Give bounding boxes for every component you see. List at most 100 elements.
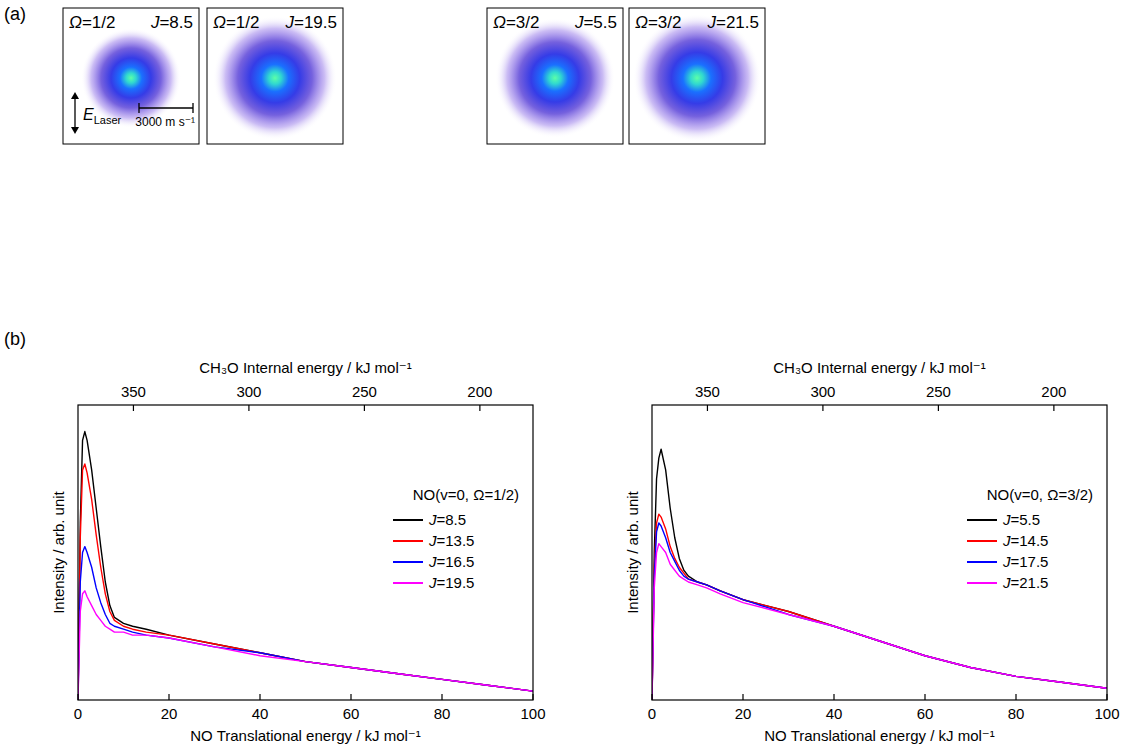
x2-axis-title: CH₃O Internal energy / kJ mol⁻¹ <box>773 359 985 376</box>
image-frame <box>207 8 343 144</box>
series-line <box>78 464 533 700</box>
value-text: =13.5 <box>437 532 475 549</box>
value-text: =21.5 <box>1011 574 1049 591</box>
x-tick-label: 20 <box>161 705 178 722</box>
x-tick <box>350 694 351 700</box>
x-tick <box>77 694 78 700</box>
legend-label: J=21.5 <box>1002 574 1048 591</box>
ion-image: Ω=1/2 J=8.5 ELaser 3000 m s⁻¹ <box>63 8 199 144</box>
x-axis-title: NO Translational energy / kJ mol⁻¹ <box>190 727 421 744</box>
chart: 020406080100NO Translational energy / kJ… <box>624 359 1120 744</box>
x-tick-label: 60 <box>917 705 934 722</box>
omega-label: Ω=3/2 <box>493 13 540 32</box>
legend-title: NO(v=0, Ω=3/2) <box>987 486 1093 503</box>
y-axis-title: Intensity / arb. unit <box>50 490 67 613</box>
legend-label: J=16.5 <box>428 553 474 570</box>
ion-distribution <box>81 28 181 128</box>
series-line <box>78 547 533 700</box>
x2-tick <box>707 405 708 411</box>
image-frame <box>487 8 623 144</box>
scale-bar-label: 3000 m s⁻¹ <box>135 115 195 129</box>
legend-label: J=14.5 <box>1002 532 1048 549</box>
series-line <box>652 449 1107 700</box>
x2-tick-label: 300 <box>810 383 835 400</box>
x2-tick-label: 250 <box>926 383 951 400</box>
j-label: J=21.5 <box>706 13 759 32</box>
series-line <box>652 523 1107 700</box>
value-text: =1/2 <box>226 13 260 32</box>
x-tick-label: 100 <box>1094 705 1119 722</box>
j-label: J=5.5 <box>574 13 617 32</box>
value-text: =3/2 <box>506 13 540 32</box>
value-text: =1/2 <box>82 13 116 32</box>
x-tick-label: 100 <box>520 705 545 722</box>
legend-swatch <box>967 540 997 542</box>
x-tick <box>1015 694 1016 700</box>
x-tick <box>651 694 652 700</box>
x-tick-label: 40 <box>826 705 843 722</box>
value-text: =16.5 <box>437 553 475 570</box>
x-tick <box>924 694 925 700</box>
x2-tick <box>364 405 365 411</box>
x2-tick-label: 200 <box>1041 383 1066 400</box>
x-tick <box>441 694 442 700</box>
omega-label: Ω=1/2 <box>213 13 260 32</box>
value-text: =19.5 <box>437 574 475 591</box>
symbol: J <box>706 13 716 32</box>
polarization-subscript: Laser <box>94 114 122 126</box>
legend-swatch <box>393 540 423 542</box>
panel-label: (a) <box>4 4 26 24</box>
plot-frame <box>78 405 533 700</box>
legend-swatch <box>967 519 997 521</box>
x2-tick-label: 350 <box>121 383 146 400</box>
j-label: J=19.5 <box>284 13 337 32</box>
symbol: J <box>150 13 160 32</box>
polarization-arrow <box>74 96 75 130</box>
x2-axis-title: CH₃O Internal energy / kJ mol⁻¹ <box>199 359 411 376</box>
series-line <box>652 514 1107 700</box>
x-tick-label: 80 <box>1008 705 1025 722</box>
omega-label: Ω=1/2 <box>69 13 116 32</box>
plot-frame <box>652 405 1107 700</box>
x2-tick <box>822 405 823 411</box>
figure: (a)Ω=1/2J=8.5ELaser3000 m s⁻¹Ω=1/2J=19.5… <box>0 0 1145 751</box>
value-text: =21.5 <box>716 13 759 32</box>
series-group <box>78 432 533 700</box>
ion-distribution <box>213 16 337 140</box>
value-text: =5.5 <box>1011 511 1041 528</box>
legend-label: J=13.5 <box>428 532 474 549</box>
x-tick-label: 60 <box>343 705 360 722</box>
x-tick-label: 20 <box>735 705 752 722</box>
x-tick-label: 80 <box>434 705 451 722</box>
series-line <box>78 591 533 700</box>
value-text: =17.5 <box>1011 553 1049 570</box>
x-tick-label: 0 <box>74 705 82 722</box>
x2-tick <box>133 405 134 411</box>
chart: 020406080100NO Translational energy / kJ… <box>50 359 546 744</box>
j-label: J=8.5 <box>150 13 193 32</box>
series-line <box>78 432 533 700</box>
symbol: Ω <box>213 13 226 32</box>
value-text: =19.5 <box>294 13 337 32</box>
x-axis-title: NO Translational energy / kJ mol⁻¹ <box>764 727 995 744</box>
legend-swatch <box>967 582 997 584</box>
image-frame <box>629 8 765 144</box>
x2-tick-label: 350 <box>695 383 720 400</box>
polarization-label: ELaser <box>83 106 122 126</box>
x2-tick <box>938 405 939 411</box>
series-group <box>652 449 1107 700</box>
scale-bar <box>139 107 193 108</box>
omega-label: Ω=3/2 <box>635 13 682 32</box>
x2-tick <box>1053 405 1054 411</box>
scale-bar-cap <box>192 103 193 113</box>
image-frame <box>63 8 199 144</box>
x2-tick <box>248 405 249 411</box>
symbol: Ω <box>493 13 506 32</box>
symbol: J <box>574 13 584 32</box>
legend-swatch <box>393 561 423 563</box>
panel-label: (b) <box>4 329 26 349</box>
legend-label: J=5.5 <box>1002 511 1040 528</box>
symbol: J <box>284 13 294 32</box>
series-line <box>652 544 1107 700</box>
value-text: =8.5 <box>159 13 193 32</box>
